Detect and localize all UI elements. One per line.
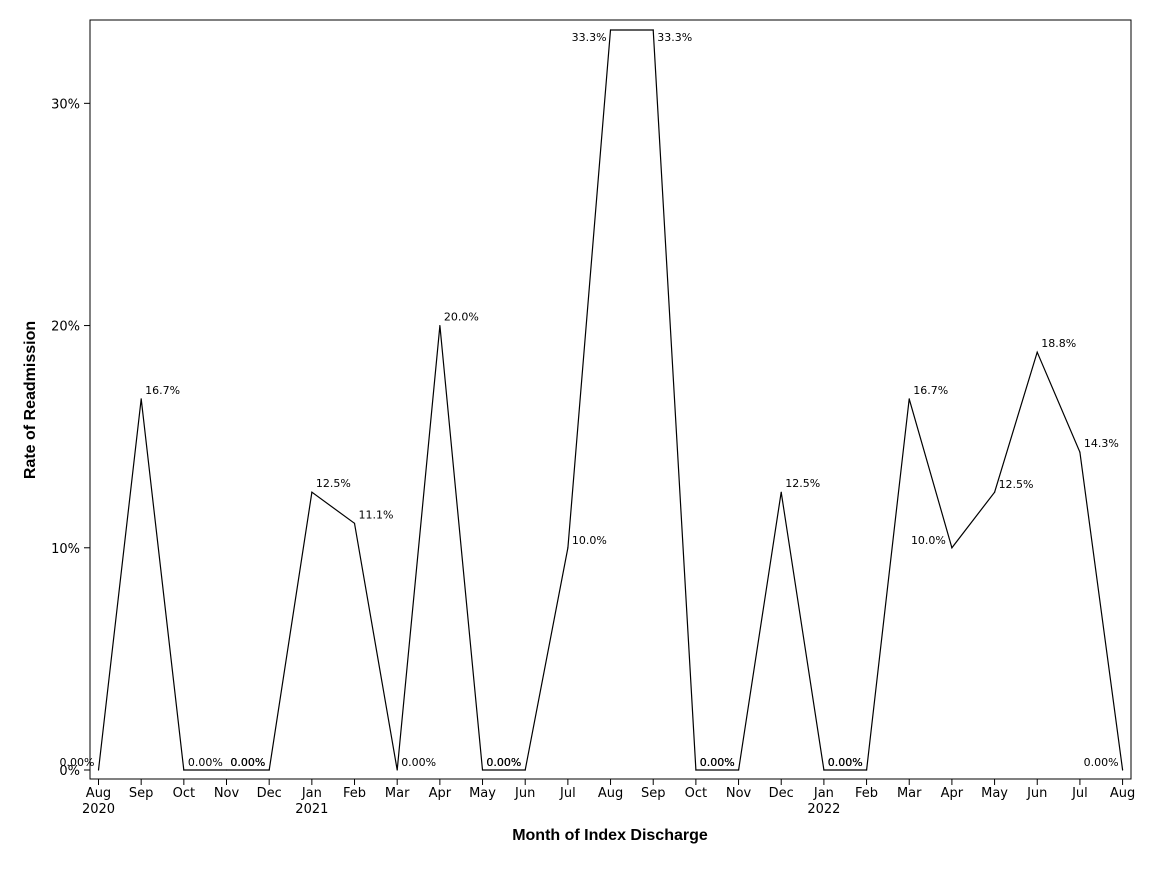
data-label: 0.00% [401,756,436,769]
data-point [311,491,313,493]
y-tick-label: 10% [51,542,80,557]
x-tick-label: Mar [897,786,922,801]
x-tick-label: Jun [1026,786,1047,801]
data-point [1079,451,1081,453]
data-label: 0.00% [188,756,223,769]
x-axis-title: Month of Index Discharge [512,827,708,844]
y-axis-title: Rate of Readmission [22,321,39,479]
data-label: 0.00% [828,756,863,769]
plot-frame [89,19,1132,780]
data-point [396,769,398,771]
x-tick-label: Sep [129,786,154,801]
data-point [780,491,782,493]
data-point [268,769,270,771]
x-tick-label: Sep [641,786,666,801]
x-tick-label: Oct [173,786,195,801]
series-line [97,29,1124,771]
x-year-label: 2020 [82,802,115,817]
y-tick-label: 0% [59,764,80,779]
data-label: 12.5% [316,477,351,490]
x-tick-label: Jan [813,786,834,801]
data-point [1121,769,1124,771]
x-tick-label: Mar [385,786,410,801]
x-axis: Aug Sep Oct Nov Dec Jan Feb Mar Apr May Jun Jul Aug S… [82,779,1135,817]
data-label: 0.00% [230,756,265,769]
data-point [97,769,100,771]
data-labels: 0.00% 16.7% 0.00% 0.00% 0.00% 12.5% 11.1% 0.00%… [60,31,1119,769]
data-point [1036,351,1038,353]
series-layer [97,29,1124,771]
x-year-label: 2021 [295,802,328,817]
x-tick-label: Dec [257,786,282,801]
data-label: 18.8% [1041,337,1076,350]
data-point [481,769,484,771]
data-label: 12.5% [785,477,820,490]
x-tick-label: Apr [429,786,452,801]
data-label: 0.00% [487,756,522,769]
x-tick-label: Aug [86,786,111,801]
data-point [908,398,910,400]
x-tick-label: Feb [343,786,366,801]
x-tick-label: Feb [855,786,878,801]
data-point [439,324,441,327]
y-tick-label: 20% [51,320,80,335]
data-label: 12.5% [999,478,1034,491]
x-year-label: 2022 [807,802,840,817]
data-label: 0.00% [231,756,266,769]
data-point [225,769,228,771]
data-point [609,29,612,31]
x-tick-label: Oct [685,786,707,801]
x-tick-label: Jan [301,786,322,801]
data-point [353,522,356,524]
data-point [140,398,142,400]
y-tick-label: 30% [51,97,80,112]
data-label: 0.00% [700,756,735,769]
data-label: 10.0% [572,534,607,547]
data-point [993,491,996,493]
x-tick-label: Jun [514,786,535,801]
data-label: 20.0% [444,311,479,324]
data-point [183,769,185,771]
data-label: 0.00% [828,756,863,769]
x-tick-label: Dec [769,786,794,801]
data-point [652,29,654,31]
data-point [524,769,526,771]
data-label: 10.0% [911,534,946,547]
data-label: 16.7% [913,384,948,397]
x-tick-label: May [981,786,1008,801]
data-label: 11.1% [359,508,394,521]
data-point [567,547,569,549]
y-axis: 0% 10% 20% 30% [51,97,90,779]
x-tick-label: Jul [559,786,576,801]
data-point [695,769,697,771]
data-label: 0.00% [1084,756,1119,769]
x-tick-label: Aug [1110,786,1135,801]
x-tick-label: Jul [1071,786,1088,801]
data-point [951,547,953,549]
data-point [823,769,825,771]
data-label: 0.00% [486,756,521,769]
data-label: 33.3% [572,31,607,44]
data-point [737,769,740,771]
x-tick-label: May [469,786,496,801]
x-tick-label: Nov [214,786,240,801]
data-label: 0.00% [700,756,735,769]
data-label: 16.7% [145,384,180,397]
x-tick-label: Aug [598,786,623,801]
data-label: 33.3% [657,31,692,44]
x-tick-label: Nov [726,786,752,801]
data-label: 14.3% [1084,437,1119,450]
data-label: 0.00% [60,756,95,769]
data-point [865,769,868,771]
x-tick-label: Apr [941,786,964,801]
